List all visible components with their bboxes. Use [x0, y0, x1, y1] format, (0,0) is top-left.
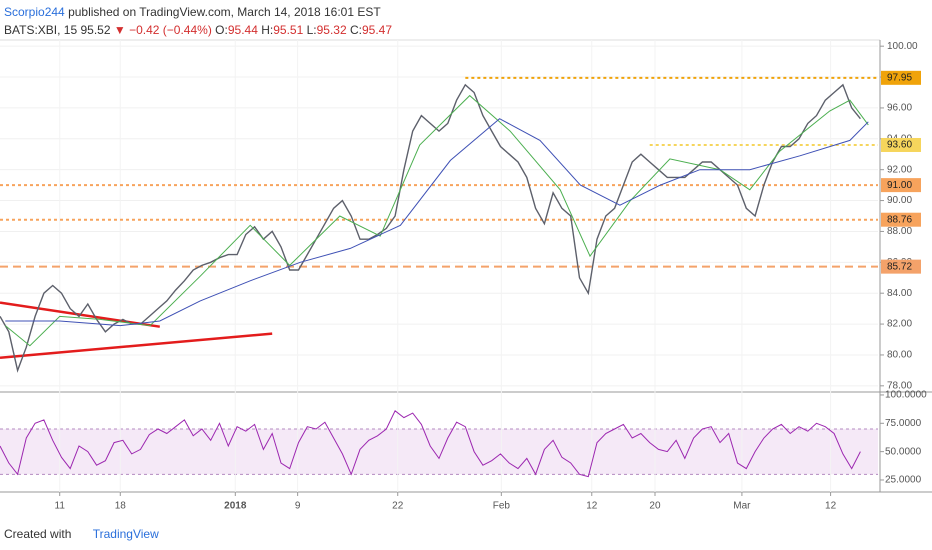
level-label: 97.95 [887, 72, 912, 83]
o: 95.44 [227, 23, 258, 37]
last: 95.52 [80, 23, 111, 37]
h-label: H: [261, 23, 274, 37]
x-tick-label: Mar [733, 501, 751, 512]
y2-tick-label: 25.0000 [885, 475, 922, 486]
x-tick-label: Feb [493, 501, 511, 512]
level-label: 91.00 [887, 180, 912, 191]
rsi-band [0, 428, 878, 475]
series-line [0, 83, 861, 373]
y2-tick-label: 75.0000 [885, 418, 922, 429]
y-tick-label: 78.00 [887, 380, 912, 391]
series-line [5, 118, 869, 327]
x-tick-label: 2018 [224, 501, 247, 512]
x-tick-label: 11 [55, 501, 66, 512]
level-label-box [881, 178, 921, 193]
y-tick-label: 82.00 [887, 319, 912, 330]
footer: Created with TradingView [4, 527, 159, 541]
level-label-box [881, 259, 921, 274]
created: Created with [4, 527, 72, 541]
publish-line: Scorpio244 published on TradingView.com,… [4, 3, 392, 21]
h: 95.51 [273, 23, 304, 37]
y-tick-label: 100.00 [887, 41, 918, 52]
level-label-box [881, 70, 921, 85]
y-tick-label: 90.00 [887, 195, 912, 206]
author[interactable]: Scorpio244 [4, 5, 65, 19]
change: ▼ −0.42 (−0.44%) [113, 23, 212, 37]
x-tick-label: 22 [392, 501, 404, 512]
series-line [4, 94, 869, 347]
symbol: BATS:XBI, 15 [4, 23, 78, 37]
x-tick-label: 12 [586, 501, 598, 512]
x-tick-label: 12 [825, 501, 837, 512]
c: 95.47 [361, 23, 393, 37]
header: Scorpio244 published on TradingView.com,… [4, 3, 392, 39]
y2-tick-label: 100.0000 [885, 390, 927, 401]
level-label: 85.72 [887, 261, 912, 272]
y2-tick-label: 50.0000 [885, 446, 922, 457]
l-label: L: [306, 23, 317, 37]
level-label-box [881, 137, 921, 152]
y-tick-label: 84.00 [887, 288, 912, 299]
level-label: 88.76 [887, 214, 912, 225]
level-label-box [881, 212, 921, 227]
brand[interactable]: TradingView [92, 527, 159, 541]
chart: 78.0080.0082.0084.0086.0088.0090.0092.00… [0, 39, 932, 512]
l: 95.32 [316, 23, 347, 37]
published: published on TradingView.com, March 14, … [68, 5, 381, 19]
y-tick-label: 96.00 [887, 103, 912, 114]
level-label: 93.60 [887, 140, 912, 151]
o-label: O: [215, 23, 228, 37]
quote-line: BATS:XBI, 15 95.52 ▼ −0.42 (−0.44%) O:95… [4, 21, 392, 39]
y-tick-label: 88.00 [887, 226, 912, 237]
y-tick-label: 80.00 [887, 350, 912, 361]
change-value: −0.42 (−0.44%) [129, 23, 212, 37]
trendline [0, 332, 273, 359]
y-tick-label: 92.00 [887, 164, 912, 175]
x-tick-label: 20 [649, 501, 661, 512]
series-line [0, 410, 861, 478]
c-label: C: [349, 23, 362, 37]
x-tick-label: 9 [295, 501, 301, 512]
x-tick-label: 18 [115, 501, 127, 512]
